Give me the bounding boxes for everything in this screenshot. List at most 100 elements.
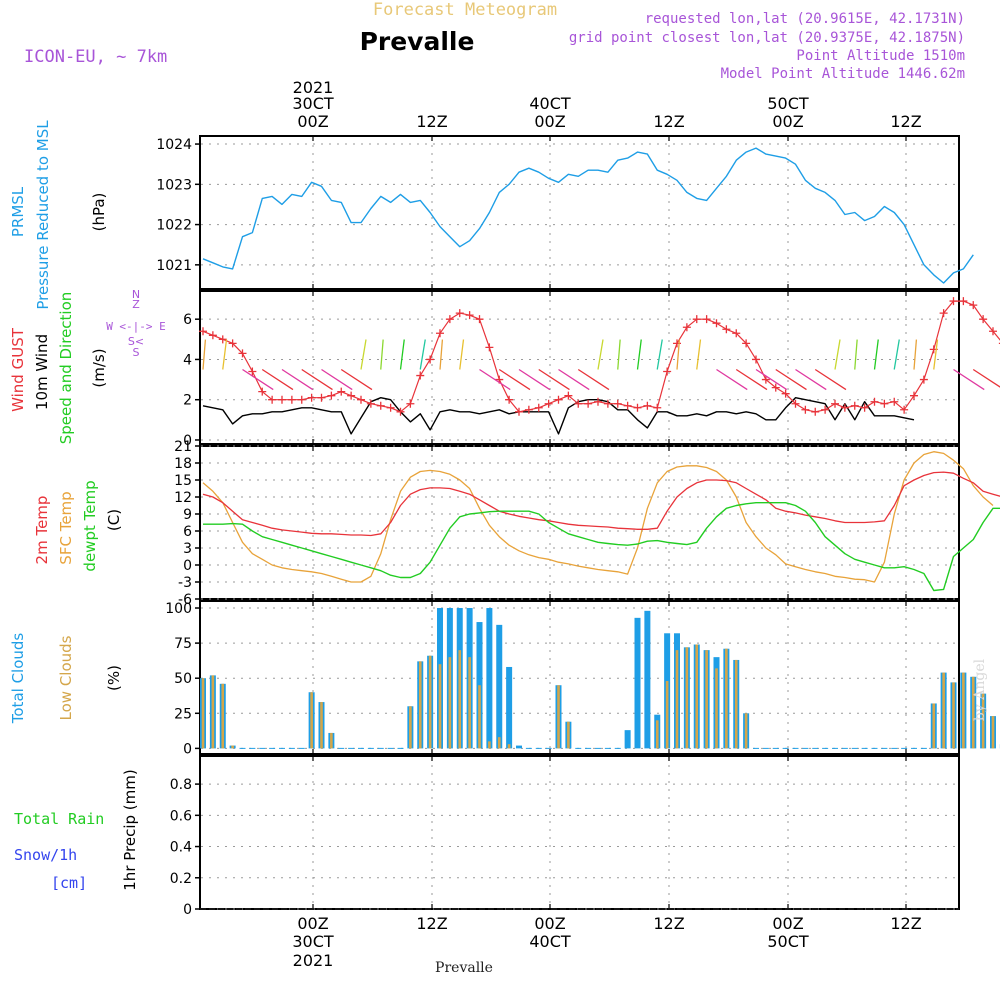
low-cloud-bar — [715, 668, 718, 748]
compass-z: Z — [132, 298, 140, 311]
y-tick-label: 6 — [183, 312, 192, 328]
wind-direction-arrow — [519, 370, 550, 390]
y-tick-label: 100 — [165, 601, 192, 617]
top-tick-label: 12Z — [653, 112, 684, 131]
gust-marker — [643, 402, 651, 410]
wind-direction-arrow — [420, 340, 425, 370]
y-tick-label: 0.6 — [170, 808, 192, 824]
low-cloud-bar — [992, 716, 995, 748]
dewpt-temp-line — [203, 503, 1000, 591]
temp-unit-label: (C) — [105, 509, 123, 531]
bottom-tick-label: 00Z — [297, 914, 328, 933]
product-title: Forecast Meteogram — [373, 0, 557, 20]
pressure-labels: PRMSL Pressure Reduced to MSL (hPa) — [9, 120, 108, 310]
gust-marker — [426, 355, 434, 363]
gust-marker — [377, 402, 385, 410]
low-cloud-bar — [952, 682, 955, 748]
low-cloud-bar — [962, 673, 965, 749]
wind-plot — [199, 297, 1000, 434]
y-tick-label: 18 — [174, 456, 192, 472]
temp-sfc-label: SFC Temp — [57, 491, 75, 564]
top-date-label: 30CT — [292, 94, 334, 113]
y-tick-label: 1023 — [156, 177, 192, 193]
top-tick-label: 00Z — [534, 112, 565, 131]
temp-labels: 2m Temp SFC Temp dewpt Temp (C) — [33, 480, 123, 571]
wind-10m-label: 10m Wind — [33, 334, 51, 410]
low-cloud-bar — [666, 681, 669, 748]
total-cloud-bar — [486, 608, 492, 748]
y-tick-label: 25 — [174, 706, 192, 722]
y-tick-label: 9 — [183, 507, 192, 523]
gust-marker — [456, 309, 464, 317]
wind-direction-arrow — [835, 340, 840, 370]
bottom-year-label: 2021 — [293, 951, 334, 970]
gust-marker — [436, 329, 444, 337]
low-cloud-bar — [202, 678, 205, 748]
top-tick-label: 00Z — [772, 112, 803, 131]
temp-2m-line — [203, 472, 1000, 535]
hpa-unit-label: (hPa) — [90, 193, 108, 232]
gust-marker — [880, 400, 888, 408]
wind-gust-line — [203, 301, 1000, 412]
low-cloud-bar — [320, 702, 323, 748]
wind-direction-arrow — [776, 370, 807, 390]
y-tick-label: 1021 — [156, 258, 192, 274]
gust-marker — [703, 315, 711, 323]
gust-marker — [545, 400, 553, 408]
wind-direction-arrow — [539, 370, 570, 390]
wind-direction-arrow — [697, 340, 701, 370]
gust-marker — [713, 319, 721, 327]
precip-panel-frame — [200, 756, 959, 909]
gust-marker — [752, 355, 760, 363]
gust-marker — [851, 402, 859, 410]
cloud-labels: Total Clouds Low Clouds (%) — [9, 633, 123, 725]
credit-watermark: by Angel — [972, 658, 988, 721]
low-cloud-bar — [942, 673, 945, 749]
y-tick-label: 0.8 — [170, 777, 192, 793]
wind-direction-arrow — [717, 370, 748, 390]
wind-direction-arrow — [855, 340, 857, 370]
top-date-label: 50CT — [767, 94, 809, 113]
wind-direction-arrow — [894, 340, 899, 370]
gust-marker — [318, 394, 326, 402]
pressure-line — [203, 148, 973, 283]
wind-direction-arrow — [440, 340, 442, 370]
wind-direction-arrow — [973, 370, 1000, 390]
wind-direction-arrow — [243, 370, 274, 390]
gust-marker — [525, 406, 533, 414]
bottom-tick-label: 00Z — [772, 914, 803, 933]
wind-direction-arrow — [756, 370, 787, 390]
gust-marker — [209, 331, 217, 339]
gust-marker — [910, 392, 918, 400]
total-cloud-bar — [644, 611, 650, 749]
wind-gust-label: Wind GUST — [9, 327, 27, 412]
top-time-axis: 2021 30CT 40CT 50CT 00Z 12Z 00Z 12Z 00Z … — [292, 78, 921, 131]
low-cloud-bar — [676, 650, 679, 748]
gust-marker — [298, 396, 306, 404]
wind-direction-arrow — [381, 340, 383, 370]
y-tick-label: 0 — [183, 902, 192, 918]
wind-direction-arrow — [618, 340, 620, 370]
grid-point-coords: grid point closest lon,lat (20.9375E, 42… — [569, 30, 965, 46]
y-tick-label: 0.4 — [170, 840, 192, 856]
cloud-plot — [200, 608, 1000, 748]
top-tick-label: 12Z — [890, 112, 921, 131]
low-cloud-bar — [725, 649, 728, 749]
gust-marker — [357, 396, 365, 404]
low-cloud-bar — [508, 744, 511, 748]
y-tick-labels: 10211022102310240246-6-30369121518210255… — [156, 137, 192, 918]
gust-marker — [308, 394, 316, 402]
gust-marker — [871, 398, 879, 406]
y-tick-label: 0 — [183, 741, 192, 757]
wind-direction-arrow — [480, 370, 511, 390]
gust-marker — [634, 404, 642, 412]
gust-marker — [416, 372, 424, 380]
temp-dewpt-label: dewpt Temp — [81, 480, 99, 571]
low-cloud-bar — [557, 685, 560, 748]
low-cloud-bar — [567, 722, 570, 749]
y-tick-label: 4 — [183, 352, 192, 368]
wind-labels: Wind GUST 10m Wind Speed and Direction (… — [9, 288, 166, 444]
gust-marker — [327, 392, 335, 400]
y-tick-label: 12 — [174, 490, 192, 506]
wind-direction-arrow — [598, 340, 603, 370]
